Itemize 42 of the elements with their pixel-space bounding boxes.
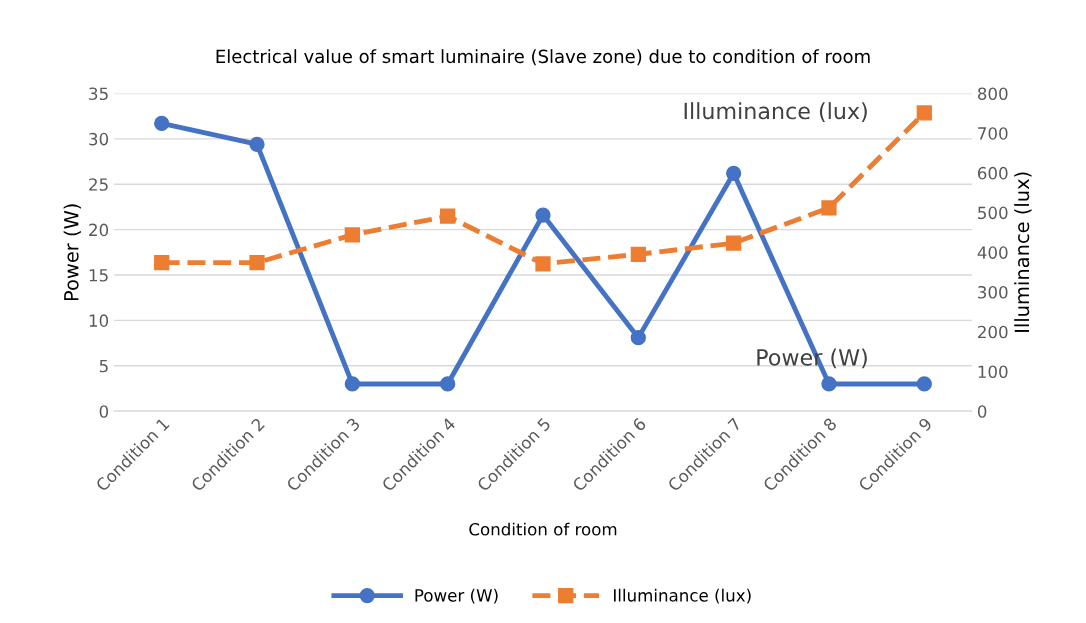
y2-tick-label: 400 (977, 246, 1008, 259)
point (440, 376, 456, 392)
y2-axis-title: Illuminance (lux) (1014, 172, 1032, 332)
y-tick-label: 30 (89, 132, 109, 146)
y2-tick-label: 800 (977, 87, 1008, 101)
y2-tick-label: 600 (978, 166, 1008, 180)
point (535, 256, 551, 272)
y2-tick-label: 100 (978, 365, 1008, 379)
point (916, 105, 932, 121)
legend-label: Power (W) (415, 588, 498, 604)
point (630, 330, 646, 346)
point (630, 246, 646, 262)
y-axis-title: Power (W) (63, 204, 81, 301)
annotation: Illuminance (lux) (684, 102, 867, 122)
y-tick-label: 20 (89, 223, 109, 237)
point (344, 376, 360, 392)
y-tick-label: 15 (89, 269, 108, 282)
legend-label: Illuminance (lux) (614, 588, 751, 604)
y-tick-label: 10 (89, 314, 109, 327)
y2-tick-label: 500 (978, 206, 1008, 220)
x-axis-title: Condition of room (469, 522, 617, 536)
y2-tick-label: 0 (977, 405, 987, 418)
point (440, 208, 456, 224)
y2-tick-label: 200 (978, 325, 1008, 339)
point (249, 255, 265, 271)
y-tick-label: 5 (99, 359, 108, 373)
point (726, 235, 742, 251)
chart-title: Electrical value of smart luminaire (Slave zone) due to condition of room (216, 49, 870, 66)
point (154, 115, 170, 132)
point (535, 207, 551, 223)
y2-tick-label: 700 (978, 127, 1008, 140)
y-tick-label: 25 (89, 178, 108, 191)
point (916, 376, 932, 392)
point (154, 255, 170, 271)
y2-tick-label: 300 (978, 285, 1008, 299)
y-tick-label: 0 (99, 405, 109, 418)
point (249, 136, 265, 152)
y-tick-label: 35 (89, 87, 108, 101)
point (821, 200, 837, 216)
point (344, 227, 360, 243)
point (821, 376, 837, 392)
point (726, 165, 742, 181)
